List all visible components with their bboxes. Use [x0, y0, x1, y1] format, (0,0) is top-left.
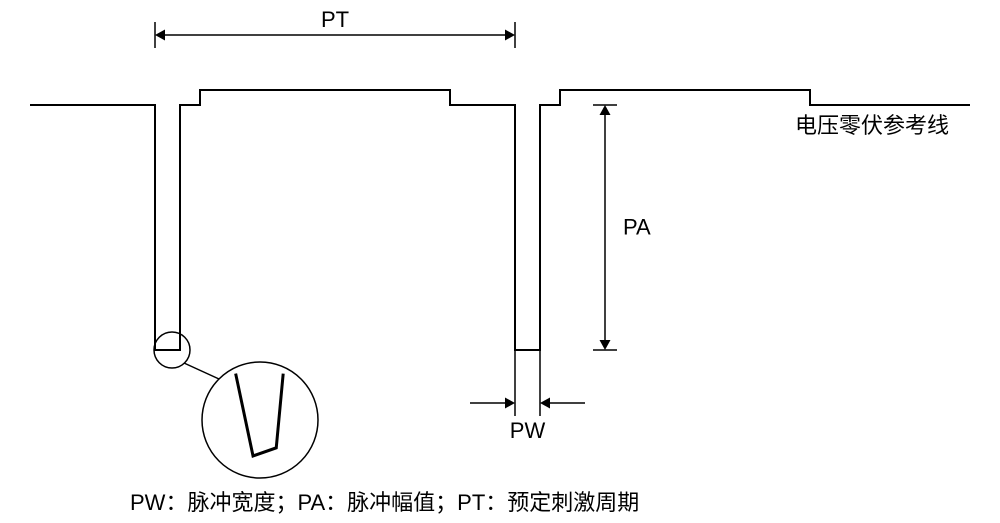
pt-label: PT	[321, 7, 349, 32]
zero-ref-label: 电压零伏参考线	[795, 113, 949, 138]
legend-text: PW：脉冲宽度；PA：脉冲幅值；PT：预定刺激周期	[130, 490, 639, 515]
waveform-diagram: 电压零伏参考线 PT PA PW PW：脉冲宽度；PA：脉冲幅值；PT：预定刺激周期	[0, 0, 1000, 523]
pa-label: PA	[623, 215, 651, 240]
pw-label: PW	[510, 418, 546, 443]
magnifier-lens	[202, 362, 318, 478]
